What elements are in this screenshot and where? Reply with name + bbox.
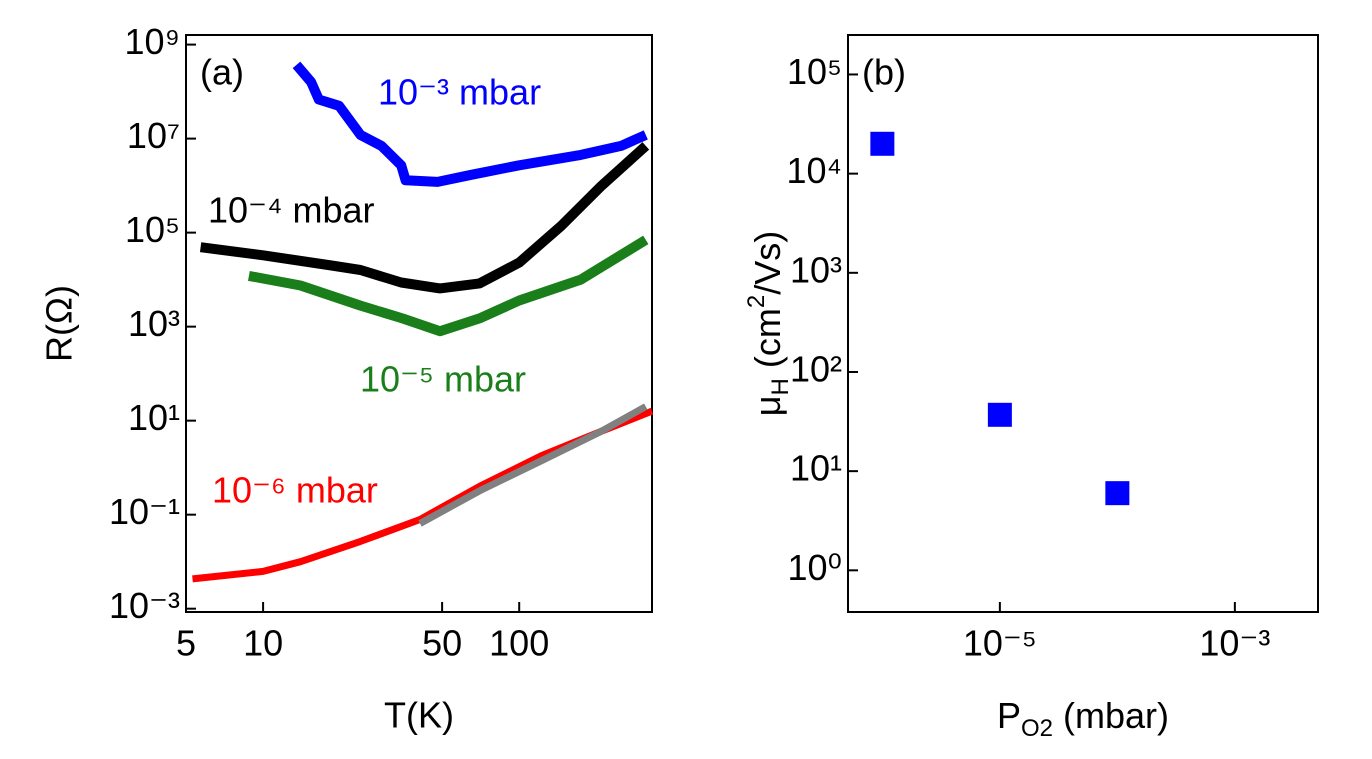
y-tick-label: 10⁴ xyxy=(786,150,842,191)
plot-frame xyxy=(847,34,1319,613)
axis-label: R(Ω) xyxy=(39,285,80,362)
y-tick-label: 10² xyxy=(790,348,842,389)
x-tick-label: 10⁻³ xyxy=(1199,623,1270,664)
y-tick-label: 10³ xyxy=(128,303,180,344)
x-tick-label: 10 xyxy=(243,623,283,664)
axis-label-part: μ xyxy=(747,395,788,416)
y-tick-label: 10⁵ xyxy=(125,209,180,250)
axis-label: T(K) xyxy=(384,695,454,736)
axis-label-part: H xyxy=(767,378,794,395)
y-tick-label: 10⁰ xyxy=(788,547,842,588)
point xyxy=(1105,481,1130,506)
y-tick-label: 10⁻³ xyxy=(109,585,180,626)
y-tick-label: 10⁷ xyxy=(127,115,180,156)
x-tick-label: 5 xyxy=(176,623,196,664)
series-line xyxy=(199,142,650,294)
axis-label-part: O2 xyxy=(1021,715,1053,742)
axis-label: PO2 (mbar) xyxy=(997,695,1169,743)
point xyxy=(987,402,1012,427)
series-label: 10⁻⁶ mbar xyxy=(212,470,378,511)
point xyxy=(870,131,895,156)
axis-label-part: (cm xyxy=(747,308,788,378)
axis-label-part: 2 xyxy=(743,295,770,308)
y-tick-label: 10¹ xyxy=(128,397,180,438)
axis-label-part: (mbar) xyxy=(1053,695,1169,736)
panel-label: (b) xyxy=(862,52,906,93)
y-tick-label: 10⁻¹ xyxy=(109,491,180,532)
axis-label: μH (cm2/Vs) xyxy=(743,231,794,416)
series-line xyxy=(247,235,649,337)
series-line xyxy=(292,61,648,187)
axis-label-part: P xyxy=(997,695,1021,736)
panel-label: (a) xyxy=(200,52,244,93)
y-tick-label: 10¹ xyxy=(790,448,842,489)
series-line xyxy=(418,403,648,527)
plot-frame xyxy=(185,34,653,613)
y-tick-label: 10⁹ xyxy=(125,21,180,62)
x-tick-label: 10⁻⁵ xyxy=(963,623,1037,664)
x-tick-label: 50 xyxy=(422,623,462,664)
series-label: 10⁻⁵ mbar xyxy=(360,359,526,400)
series-label: 10⁻⁴ mbar xyxy=(208,190,375,231)
y-label-group: μH (cm2/Vs) xyxy=(743,231,794,416)
y-tick-label: 10³ xyxy=(790,249,842,290)
x-tick-label: 100 xyxy=(489,623,549,664)
y-label-group: R(Ω) xyxy=(39,285,80,362)
y-tick-label: 10⁵ xyxy=(787,51,842,92)
series-label: 10⁻³ mbar xyxy=(378,72,541,113)
axis-label-part: /Vs) xyxy=(747,231,788,295)
